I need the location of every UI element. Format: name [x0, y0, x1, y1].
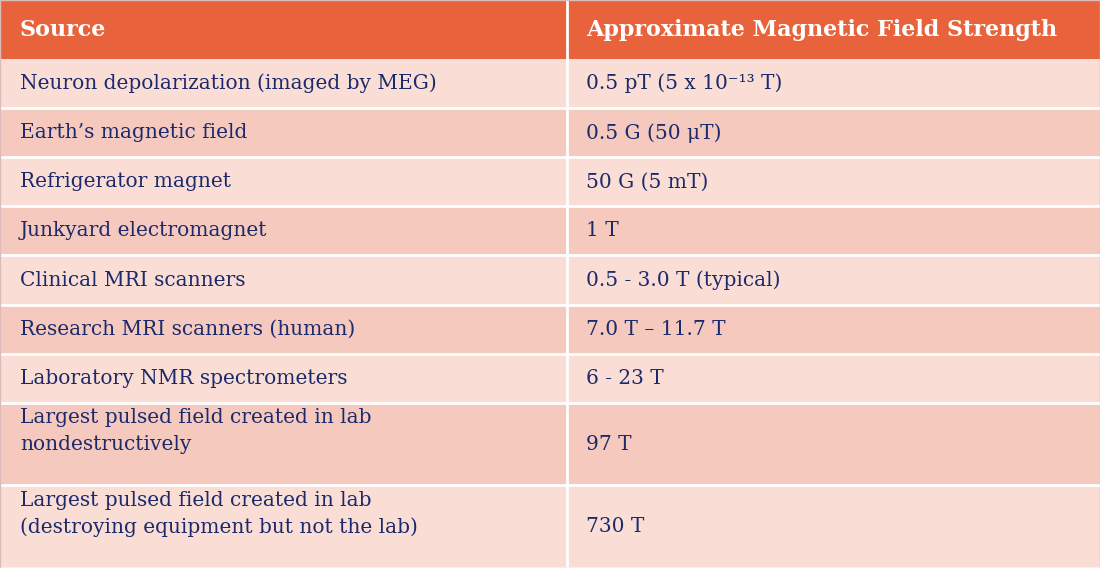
Text: 0.5 G (50 μT): 0.5 G (50 μT) — [586, 123, 722, 143]
Text: Laboratory NMR spectrometers: Laboratory NMR spectrometers — [20, 369, 348, 388]
Text: Junkyard electromagnet: Junkyard electromagnet — [20, 222, 267, 240]
Text: 7.0 T – 11.7 T: 7.0 T – 11.7 T — [586, 320, 726, 339]
Text: Neuron depolarization (imaged by MEG): Neuron depolarization (imaged by MEG) — [20, 74, 437, 94]
Bar — [0, 59, 1100, 108]
Text: 0.5 - 3.0 T (typical): 0.5 - 3.0 T (typical) — [586, 270, 781, 290]
Bar — [0, 403, 1100, 486]
Text: Largest pulsed field created in lab: Largest pulsed field created in lab — [20, 491, 372, 509]
Bar — [0, 304, 1100, 354]
Text: nondestructively: nondestructively — [20, 435, 191, 454]
Text: 0.5 pT (5 x 10⁻¹³ T): 0.5 pT (5 x 10⁻¹³ T) — [586, 74, 783, 94]
Bar — [0, 354, 1100, 403]
Text: 50 G (5 mT): 50 G (5 mT) — [586, 172, 708, 191]
Text: Refrigerator magnet: Refrigerator magnet — [20, 172, 231, 191]
Text: Approximate Magnetic Field Strength: Approximate Magnetic Field Strength — [586, 19, 1057, 40]
Text: Clinical MRI scanners: Clinical MRI scanners — [20, 270, 245, 290]
Text: 730 T: 730 T — [586, 517, 645, 536]
Bar — [0, 108, 1100, 157]
Text: (destroying equipment but not the lab): (destroying equipment but not the lab) — [20, 517, 418, 537]
Bar — [0, 157, 1100, 206]
Text: Source: Source — [20, 19, 107, 40]
Text: Research MRI scanners (human): Research MRI scanners (human) — [20, 320, 355, 339]
Text: 1 T: 1 T — [586, 222, 619, 240]
Bar — [0, 0, 1100, 59]
Bar — [0, 256, 1100, 304]
Text: Largest pulsed field created in lab: Largest pulsed field created in lab — [20, 408, 372, 427]
Text: Earth’s magnetic field: Earth’s magnetic field — [20, 123, 248, 142]
Text: 97 T: 97 T — [586, 435, 631, 454]
Text: 6 - 23 T: 6 - 23 T — [586, 369, 664, 388]
Bar — [0, 486, 1100, 568]
Bar — [0, 206, 1100, 256]
